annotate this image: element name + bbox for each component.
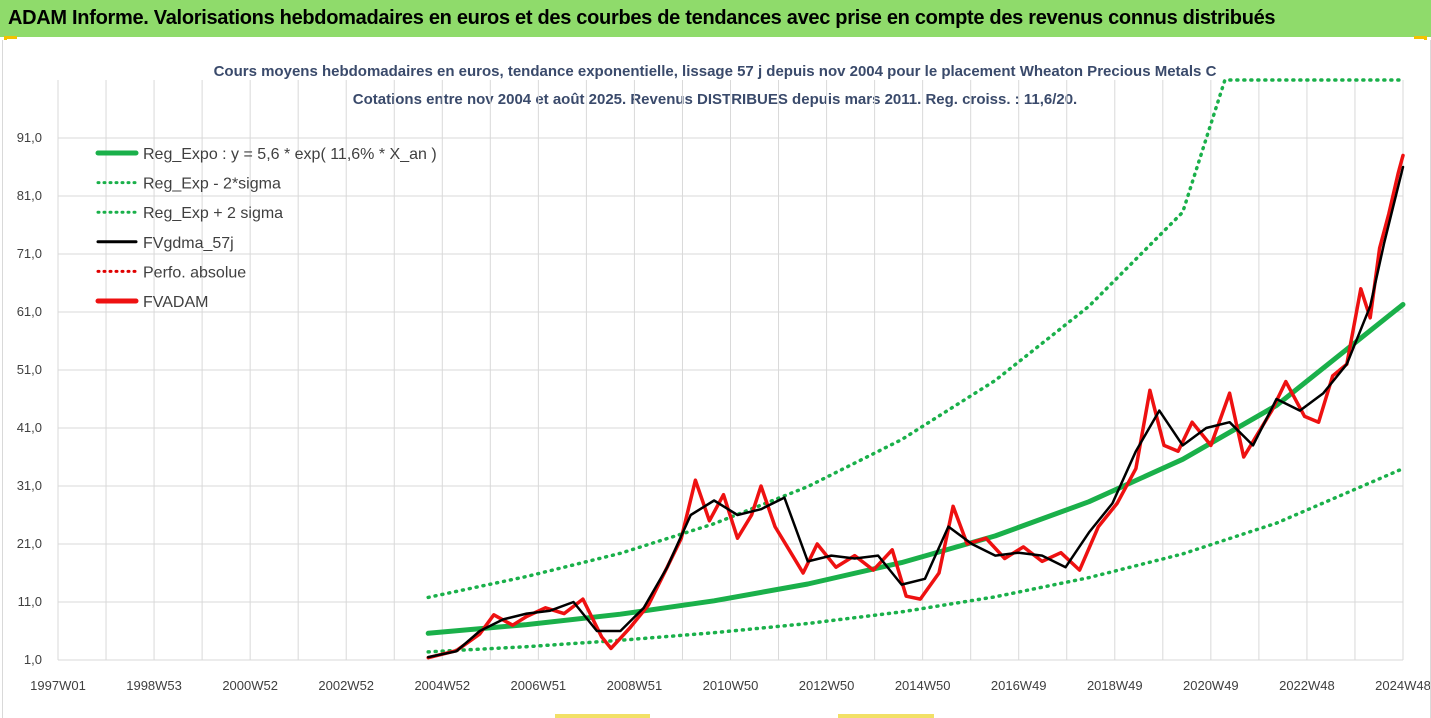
x-tick-label: 2018W49 xyxy=(1087,678,1143,693)
chart-title: Cours moyens hebdomadaires en euros, ten… xyxy=(214,63,1217,80)
x-tick-label: 2012W50 xyxy=(799,678,855,693)
chart-area: Cours moyens hebdomadaires en euros, ten… xyxy=(2,40,1431,718)
page-banner: ADAM Informe. Valorisations hebdomadaire… xyxy=(0,0,1431,37)
reg-exp-minus-2sigma-line xyxy=(426,466,1405,654)
x-tick-label: 1997W01 xyxy=(30,678,86,693)
x-axis-ticks: 1997W01 1998W53 2000W52 2002W52 2004W52 2006W… xyxy=(30,678,1430,693)
legend-label: Reg_Expo : y = 5,6 * exp( 11,6% * X_an ) xyxy=(143,146,437,163)
bottom-tab-2 xyxy=(838,714,934,718)
banner-title: ADAM Informe. Valorisations hebdomadaire… xyxy=(8,7,1276,29)
legend-label: Reg_Exp + 2 sigma xyxy=(143,205,283,222)
reg-exp-plus-2sigma-line xyxy=(426,78,1405,600)
y-tick-label: 81,0 xyxy=(17,188,42,203)
legend-label: FVgdma_57j xyxy=(143,235,234,252)
legend: Reg_Expo : y = 5,6 * exp( 11,6% * X_an )… xyxy=(95,146,437,311)
grid-lines xyxy=(57,80,1404,661)
y-tick-label: 71,0 xyxy=(17,246,42,261)
y-tick-label: 31,0 xyxy=(17,478,42,493)
legend-label: Reg_Exp - 2*sigma xyxy=(143,176,281,193)
y-tick-label: 11,0 xyxy=(18,594,42,609)
legend-label: Perfo. absolue xyxy=(143,264,246,281)
chart-svg: Cours moyens hebdomadaires en euros, ten… xyxy=(17,63,1430,693)
y-tick-label: 51,0 xyxy=(17,362,42,377)
y-tick-label: 41,0 xyxy=(17,420,42,435)
series-lines xyxy=(425,78,1406,660)
y-tick-label: 1,0 xyxy=(24,652,42,667)
x-tick-label: 2024W48 xyxy=(1375,678,1430,693)
x-tick-label: 2022W48 xyxy=(1279,678,1335,693)
x-tick-label: 2016W49 xyxy=(991,678,1047,693)
fvgdma-57j-line xyxy=(426,165,1405,659)
chart-subtitle: Cotations entre nov 2004 et août 2025. R… xyxy=(353,91,1077,108)
fvadam-line xyxy=(426,153,1405,660)
x-tick-label: 2002W52 xyxy=(318,678,374,693)
legend-label: FVADAM xyxy=(143,294,208,311)
x-tick-label: 2004W52 xyxy=(414,678,470,693)
x-tick-label: 2008W51 xyxy=(607,678,663,693)
x-tick-label: 2010W50 xyxy=(703,678,759,693)
x-tick-label: 2014W50 xyxy=(895,678,951,693)
x-tick-label: 2006W51 xyxy=(511,678,567,693)
x-tick-label: 1998W53 xyxy=(126,678,182,693)
bottom-tab-1 xyxy=(555,714,650,718)
y-tick-label: 61,0 xyxy=(17,304,42,319)
reg-expo-line xyxy=(425,302,1406,636)
y-tick-label: 21,0 xyxy=(17,536,42,551)
y-axis-ticks: 1,0 11,0 21,0 31,0 41,0 51,0 61,0 71,0 81,0 91,0 xyxy=(17,130,42,667)
x-tick-label: 2000W52 xyxy=(222,678,278,693)
y-tick-label: 91,0 xyxy=(17,130,42,145)
x-tick-label: 2020W49 xyxy=(1183,678,1239,693)
